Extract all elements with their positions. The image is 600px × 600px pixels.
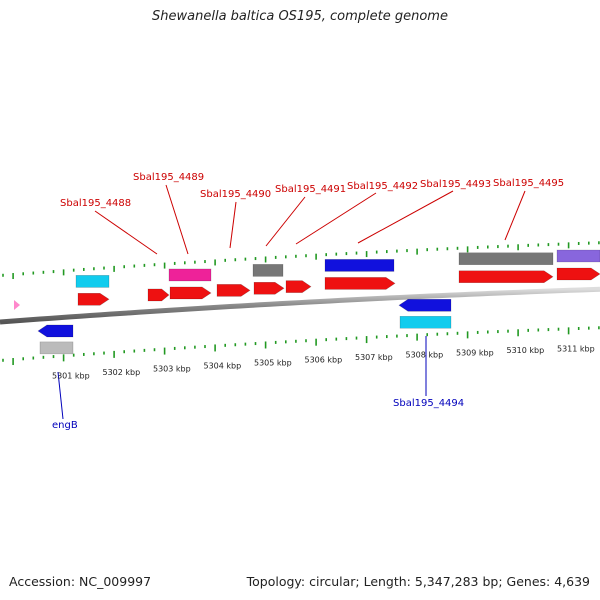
scale-tick-label: 5302 kbp bbox=[103, 368, 141, 377]
gene-feature-arrow[interactable] bbox=[39, 341, 74, 355]
gene-leader-line bbox=[295, 192, 377, 245]
scale-tick-label: 5305 kbp bbox=[254, 358, 292, 367]
gene-label[interactable]: Sbal195_4492 bbox=[347, 181, 418, 192]
gene-feature-arrow[interactable] bbox=[399, 315, 452, 329]
scale-tick-label: 5309 kbp bbox=[456, 348, 494, 357]
scale-tick-label: 5310 kbp bbox=[507, 346, 545, 355]
scale-label-layer: 5301 kbp 5302 kbp 5303 kbp 5304 kbp 5305 kbp… bbox=[52, 344, 595, 380]
gene-leader-line bbox=[94, 210, 158, 255]
genome-title: Shewanella baltica OS195, complete genom… bbox=[152, 9, 448, 24]
gene-label[interactable]: Sbal195_4493 bbox=[420, 179, 491, 190]
gene-leader-line bbox=[57, 371, 64, 420]
gene-leader-line bbox=[229, 201, 237, 249]
scale-tick-label: 5303 kbp bbox=[153, 364, 191, 373]
gene-feature-arrow[interactable] bbox=[324, 259, 395, 272]
gene-feature-arrow[interactable] bbox=[37, 324, 74, 338]
gene-label[interactable]: Sbal195_4494 bbox=[393, 398, 464, 409]
gene-label[interactable]: engB bbox=[52, 420, 78, 431]
scale-tick-label: 5304 kbp bbox=[204, 361, 242, 370]
gene-feature-arrow[interactable] bbox=[324, 277, 396, 290]
gene-feature-arrow[interactable] bbox=[252, 264, 284, 277]
gene-leader-line bbox=[504, 190, 526, 241]
gene-label[interactable]: Sbal195_4490 bbox=[200, 189, 271, 200]
scale-tick-label: 5311 kbp bbox=[557, 344, 595, 353]
gene-feature-arrow[interactable] bbox=[75, 275, 110, 288]
gene-label[interactable]: Sbal195_4491 bbox=[275, 184, 346, 195]
genome-backbone bbox=[0, 286, 600, 325]
gene-feature-arrow[interactable] bbox=[285, 280, 312, 293]
scale-tick-label: 5306 kbp bbox=[305, 356, 343, 365]
gene-feature-arrow[interactable] bbox=[169, 286, 212, 300]
feature-track bbox=[37, 249, 600, 355]
gene-feature-arrow[interactable] bbox=[253, 281, 285, 295]
origin-marker-icon bbox=[14, 300, 20, 310]
gene-feature-arrow[interactable] bbox=[556, 249, 600, 263]
gene-label[interactable]: Sbal195_4489 bbox=[133, 172, 204, 183]
gene-feature-arrow[interactable] bbox=[147, 288, 170, 302]
gene-feature-arrow[interactable] bbox=[458, 270, 554, 284]
gene-feature-arrow[interactable] bbox=[556, 267, 600, 281]
gene-leader-line bbox=[357, 190, 454, 244]
gene-leader-line bbox=[265, 196, 306, 247]
accession-text: Accession: NC_009997 bbox=[9, 574, 152, 589]
gene-label[interactable]: Sbal195_4488 bbox=[60, 198, 131, 209]
gene-leader-line bbox=[165, 184, 189, 255]
outer-tick-ring bbox=[2, 241, 600, 280]
gene-feature-arrow[interactable] bbox=[398, 298, 452, 312]
gene-feature-arrow[interactable] bbox=[458, 252, 554, 266]
gene-label[interactable]: Sbal195_4495 bbox=[493, 178, 564, 189]
scale-tick-label: 5308 kbp bbox=[406, 351, 444, 360]
gene-feature-arrow[interactable] bbox=[168, 268, 212, 282]
genome-stats-text: Topology: circular; Length: 5,347,283 bp… bbox=[246, 574, 590, 589]
scale-tick-label: 5307 kbp bbox=[355, 353, 393, 362]
gene-feature-arrow[interactable] bbox=[77, 292, 110, 306]
inner-tick-ring bbox=[2, 326, 600, 366]
gene-label-layer: engB Sbal195_4488 Sbal195_4489 Sbal195_4490… bbox=[52, 172, 564, 431]
gene-feature-arrow[interactable] bbox=[216, 284, 251, 297]
scale-tick-label: 5301 kbp bbox=[52, 371, 90, 380]
